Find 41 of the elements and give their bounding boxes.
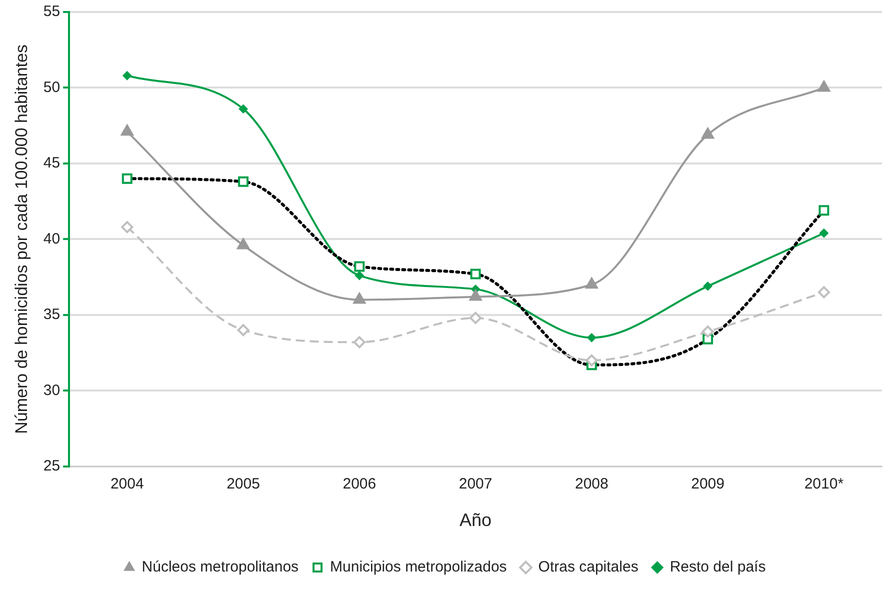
x-tick-label: 2008	[574, 476, 608, 493]
point	[703, 282, 712, 291]
point	[470, 268, 481, 280]
y-tick-label: 55	[43, 3, 60, 20]
x-tick-label: 2007	[458, 476, 492, 493]
point	[122, 173, 132, 184]
y-axis-title: Número de homicidios por cada 100.000 habitantes	[12, 44, 31, 434]
y-tick-label: 40	[43, 230, 60, 248]
x-tick-label: 2005	[226, 476, 260, 493]
x-tick-label: 2004	[110, 476, 144, 493]
point	[238, 104, 248, 114]
point	[818, 286, 830, 298]
point	[817, 80, 830, 92]
point	[237, 324, 250, 336]
point	[238, 176, 249, 187]
y-tick-label: 30	[43, 382, 60, 399]
x-axis-title: Año	[460, 510, 492, 530]
x-tick-label: 2006	[342, 476, 376, 493]
point	[586, 354, 598, 366]
point	[353, 336, 366, 348]
legend-label: Resto del país	[670, 558, 766, 576]
x-tick-label: 2009	[691, 476, 724, 493]
point	[702, 326, 714, 338]
point	[819, 228, 828, 238]
y-tick-label: 50	[43, 78, 60, 96]
point	[354, 261, 365, 272]
y-tick-label: 45	[43, 154, 60, 172]
point	[470, 312, 482, 324]
legend-label: Otras capitales	[538, 558, 638, 576]
legend-label: Municipios metropolizados	[330, 558, 507, 576]
x-tick-label: 2010*	[804, 476, 844, 493]
point	[587, 333, 596, 342]
y-tick-label: 35	[43, 306, 60, 324]
point	[121, 221, 134, 234]
y-tick-label: 25	[43, 458, 60, 475]
point	[120, 124, 134, 136]
point	[354, 271, 364, 280]
point	[701, 127, 714, 139]
point	[818, 205, 830, 216]
point	[122, 71, 132, 80]
legend-label: Núcleos metropolitanos	[142, 558, 299, 576]
